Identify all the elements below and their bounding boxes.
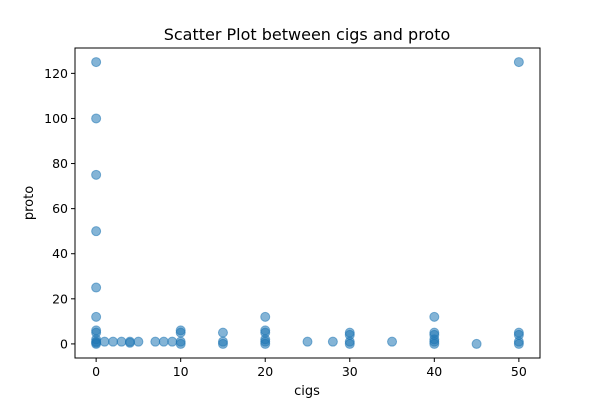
y-axis: 0 20 40 60 80 100 120 [44, 66, 75, 351]
chart-title: Scatter Plot between cigs and proto [164, 25, 451, 44]
data-point [108, 336, 119, 347]
plot-frame [74, 47, 541, 359]
data-point [175, 338, 186, 349]
y-tick-label: 0 [60, 336, 68, 351]
data-point [133, 336, 144, 347]
data-point [260, 338, 271, 349]
data-point [344, 338, 355, 349]
data-point [217, 327, 228, 338]
y-tick-label: 80 [52, 156, 68, 171]
data-point [91, 113, 102, 124]
data-point [124, 336, 135, 347]
data-point [167, 336, 178, 347]
data-point [150, 336, 161, 347]
y-tick-label: 60 [52, 201, 68, 216]
data-point [91, 311, 102, 322]
data-point [175, 327, 186, 338]
x-tick-label: 50 [511, 364, 527, 379]
data-point [116, 336, 127, 347]
data-point [260, 311, 271, 322]
data-point [327, 336, 338, 347]
x-axis: 0 10 20 30 40 50 [92, 358, 527, 379]
data-point [158, 336, 169, 347]
data-point [471, 338, 482, 349]
data-point [513, 338, 524, 349]
y-tick-label: 120 [44, 66, 68, 81]
data-point [99, 336, 110, 347]
x-tick-label: 20 [257, 364, 273, 379]
data-point [302, 336, 313, 347]
x-tick-label: 10 [173, 364, 189, 379]
data-point [91, 169, 102, 180]
y-tick-label: 100 [44, 111, 68, 126]
data-point [513, 57, 524, 68]
data-point [429, 311, 440, 322]
data-point [91, 57, 102, 68]
data-point [91, 282, 102, 293]
x-axis-label: cigs [294, 384, 320, 399]
x-tick-label: 0 [92, 364, 100, 379]
y-axis-label: proto [22, 186, 37, 220]
x-tick-label: 30 [342, 364, 358, 379]
data-point [91, 226, 102, 237]
data-point [429, 338, 440, 349]
data-point [387, 336, 398, 347]
points-layer [91, 57, 524, 349]
y-tick-label: 20 [52, 291, 68, 306]
y-tick-label: 40 [52, 246, 68, 261]
data-point [91, 338, 102, 349]
x-tick-label: 40 [426, 364, 442, 379]
data-point [217, 338, 228, 349]
